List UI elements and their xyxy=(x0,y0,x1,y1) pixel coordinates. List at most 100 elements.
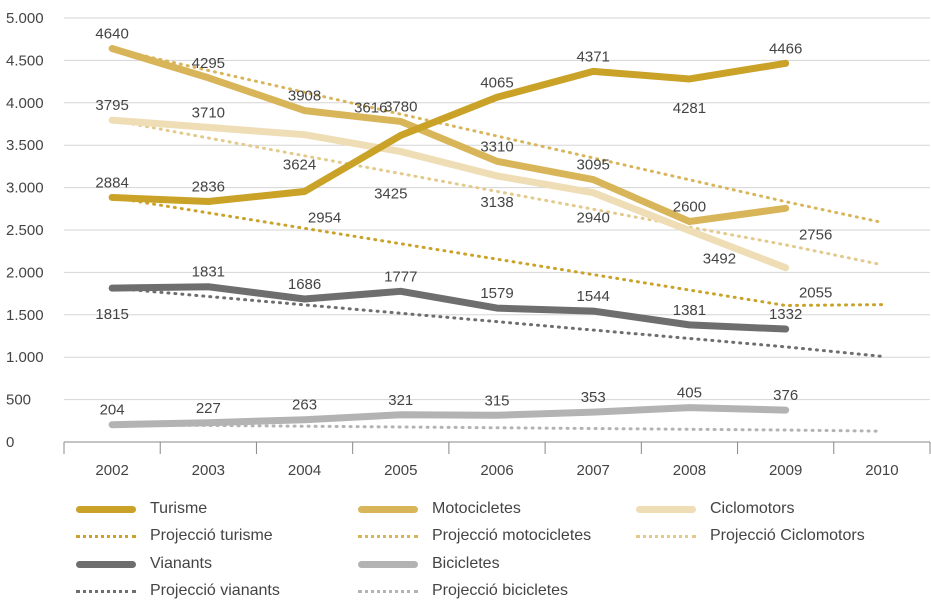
data-label: 3095 xyxy=(577,157,610,174)
legend-item-vianants: Vianants xyxy=(76,553,212,575)
data-label: 3624 xyxy=(283,157,316,174)
data-label: 2884 xyxy=(95,174,128,191)
data-label: 4281 xyxy=(673,100,706,117)
legend-swatch xyxy=(76,560,136,568)
x-tick-label: 2009 xyxy=(769,462,802,479)
y-tick-label: 3.000 xyxy=(6,180,44,197)
legend-label: Motocicletes xyxy=(432,500,521,517)
legend-item-projeccio-turisme: Projecció turisme xyxy=(76,525,273,547)
x-tick-label: 2007 xyxy=(577,462,610,479)
data-label: 1686 xyxy=(288,276,321,293)
x-tick-label: 2005 xyxy=(384,462,417,479)
legend-swatch xyxy=(358,560,418,568)
legend-swatch xyxy=(76,589,136,593)
series-line-projeccio-motocicletes xyxy=(110,47,884,224)
data-label: 227 xyxy=(196,400,221,417)
legend-item-turisme: Turisme xyxy=(76,498,207,520)
legend-item-projeccio-vianants: Projecció vianants xyxy=(76,580,280,602)
legend-label: Turisme xyxy=(150,500,208,517)
legend-item-ciclomotors: Ciclomotors xyxy=(636,498,794,520)
data-label: 4295 xyxy=(192,55,225,72)
data-label: 2836 xyxy=(192,179,225,196)
data-label: 2600 xyxy=(673,199,706,216)
y-axis-tick-labels: 0 500 1.000 1.500 2.000 2.500 3.000 3.500 4.000 4… xyxy=(6,10,44,451)
series-line-ciclomotors xyxy=(108,116,790,272)
data-labels: 2884 2836 2954 3616 4065 4371 4281 4466 4640 4295… xyxy=(95,26,832,419)
x-tick-label: 2003 xyxy=(192,462,225,479)
y-tick-label: 4.000 xyxy=(6,95,44,112)
series-line-projeccio-ciclomotors xyxy=(110,118,884,267)
legend-swatch xyxy=(636,505,696,513)
data-label: 2756 xyxy=(799,226,832,243)
data-label: 2940 xyxy=(577,210,610,227)
legend-item-projeccio-ciclomotors: Projecció Ciclomotors xyxy=(636,525,865,547)
x-axis-tick-labels: 2002 2003 2004 2005 2006 2007 2008 2009 2010 xyxy=(95,462,898,479)
series-lines xyxy=(108,45,884,433)
legend-item-projeccio-bicicletes: Projecció bicicletes xyxy=(358,580,568,602)
data-label: 3616 xyxy=(354,99,387,116)
y-tick-label: 5.000 xyxy=(6,10,44,27)
y-tick-label: 3.500 xyxy=(6,137,44,154)
x-tick-label: 2002 xyxy=(95,462,128,479)
data-label: 4065 xyxy=(480,74,513,91)
x-tick-label: 2008 xyxy=(673,462,706,479)
legend-swatch xyxy=(358,534,418,538)
data-label: 321 xyxy=(388,392,413,409)
legend-swatch xyxy=(358,589,418,593)
legend-label: Projecció vianants xyxy=(150,582,280,599)
data-label: 353 xyxy=(581,389,606,406)
data-label: 376 xyxy=(773,387,798,404)
y-tick-label: 2.500 xyxy=(6,222,44,239)
series-line-projeccio-bicicletes xyxy=(110,423,884,433)
data-label: 3780 xyxy=(384,98,417,115)
data-label: 1332 xyxy=(769,306,802,323)
data-label: 1544 xyxy=(577,288,610,305)
legend-swatch xyxy=(76,505,136,513)
series-line-projeccio-vianants xyxy=(110,286,884,358)
series-line-bicicletes xyxy=(108,404,790,429)
series-line-vianants xyxy=(108,283,790,333)
legend-label: Projecció turisme xyxy=(150,527,273,544)
data-label: 3492 xyxy=(703,251,736,268)
legend-swatch xyxy=(76,534,136,538)
y-tick-label: 0 xyxy=(6,434,14,451)
series-line-projeccio-turisme xyxy=(110,195,884,307)
data-label: 3795 xyxy=(95,97,128,114)
series-line-turisme xyxy=(108,59,790,206)
data-label: 3908 xyxy=(288,88,321,105)
data-label: 1579 xyxy=(480,285,513,302)
data-label: 1831 xyxy=(192,264,225,281)
data-label: 2954 xyxy=(308,210,341,227)
data-label: 4371 xyxy=(577,48,610,65)
legend-label: Projecció Ciclomotors xyxy=(710,527,865,544)
data-label: 3710 xyxy=(192,104,225,121)
data-label: 1381 xyxy=(673,302,706,319)
data-label: 263 xyxy=(292,397,317,414)
y-tick-label: 1.500 xyxy=(6,307,44,324)
data-label: 4640 xyxy=(95,26,128,43)
series-line-motocicletes xyxy=(108,45,790,226)
legend-item-motocicletes: Motocicletes xyxy=(358,498,521,520)
legend-label: Projecció motocicletes xyxy=(432,527,592,544)
legend-label: Ciclomotors xyxy=(710,500,795,517)
data-label: 315 xyxy=(484,392,509,409)
legend-item-projeccio-motocicletes: Projecció motocicletes xyxy=(358,525,591,547)
x-tick-label: 2006 xyxy=(480,462,513,479)
data-label: 3425 xyxy=(374,186,407,203)
y-tick-label: 500 xyxy=(6,392,31,409)
legend-label: Projecció bicicletes xyxy=(432,582,569,599)
data-label: 3138 xyxy=(480,194,513,211)
data-label: 2055 xyxy=(799,285,832,302)
x-tick-label: 2004 xyxy=(288,462,321,479)
data-label: 4466 xyxy=(769,40,802,57)
data-label: 1815 xyxy=(95,306,128,323)
x-tick-label: 2010 xyxy=(865,462,898,479)
legend-label: Vianants xyxy=(150,555,212,572)
data-label: 3310 xyxy=(480,138,513,155)
y-tick-label: 4.500 xyxy=(6,52,44,69)
y-tick-label: 1.000 xyxy=(6,349,44,366)
data-label: 405 xyxy=(677,385,702,402)
data-label: 1777 xyxy=(384,268,417,285)
legend-label: Bicicletes xyxy=(432,555,500,572)
